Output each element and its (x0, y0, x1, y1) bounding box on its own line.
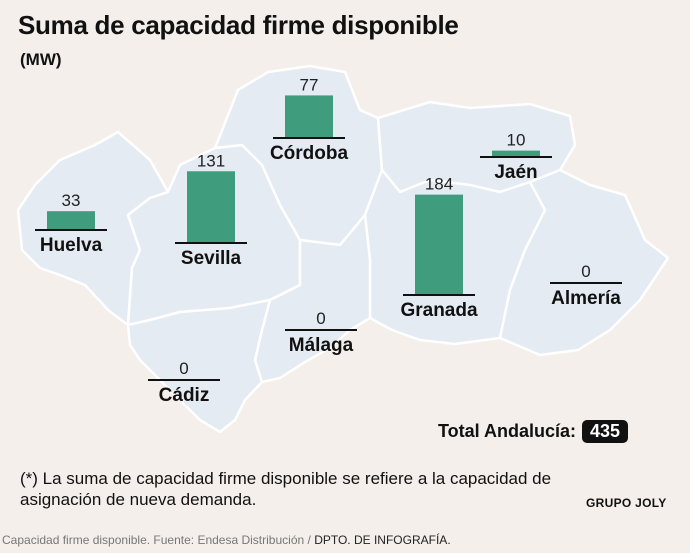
bar-sevilla (187, 171, 235, 242)
category-label-granada: Granada (400, 300, 478, 321)
value-label-jaen: 10 (507, 131, 526, 150)
total-andalucia: Total Andalucía: 435 (438, 420, 629, 443)
category-label-cadiz: Cádiz (159, 385, 210, 406)
source-text: Capacidad firme disponible. Fuente: Ende… (2, 533, 311, 547)
footnote: (*) La suma de capacidad firme disponibl… (20, 469, 552, 509)
category-label-cordoba: Córdoba (270, 143, 349, 164)
value-label-huelva: 33 (62, 191, 81, 210)
total-label: Total Andalucía: (438, 421, 577, 441)
brand-label: GRUPO JOLY (586, 496, 667, 510)
chart-marks: 33 Huelva 131 Sevilla 77 Córdoba 10 Jaén 184 Gran… (35, 75, 622, 406)
category-label-almeria: Almería (551, 288, 621, 309)
bar-cordoba (285, 95, 333, 137)
bar-huelva (47, 211, 95, 229)
category-label-jaen: Jaén (494, 162, 537, 183)
map-regions (16, 64, 670, 434)
category-label-sevilla: Sevilla (181, 248, 242, 269)
category-label-huelva: Huelva (40, 235, 103, 256)
source-credit: Capacidad firme disponible. Fuente: Ende… (2, 533, 451, 547)
value-label-sevilla: 131 (197, 151, 225, 170)
value-label-cadiz: 0 (179, 359, 188, 378)
value-label-cordoba: 77 (300, 75, 319, 94)
andalucia-map-chart: 33 Huelva 131 Sevilla 77 Córdoba 10 Jaén 184 Gran… (16, 64, 670, 434)
chart-unit: (MW) (20, 50, 62, 69)
value-label-almeria: 0 (581, 262, 590, 281)
source-department: DPTO. DE INFOGRAFÍA. (314, 533, 451, 547)
category-label-malaga: Málaga (289, 335, 354, 356)
chart-title: Suma de capacidad firme disponible (18, 10, 459, 40)
bar-granada (415, 194, 463, 294)
total-value-badge: 435 (582, 420, 629, 443)
bar-jaen (492, 150, 540, 156)
region-almeria (498, 168, 670, 357)
value-label-granada: 184 (425, 175, 453, 194)
region-cadiz (126, 298, 272, 434)
value-label-malaga: 0 (316, 309, 325, 328)
